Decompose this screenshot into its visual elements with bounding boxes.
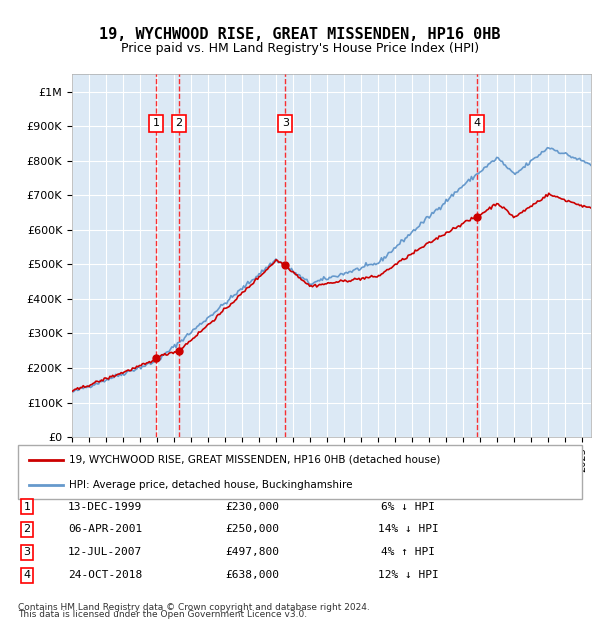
Text: 13-DEC-1999: 13-DEC-1999 xyxy=(68,502,142,512)
Text: 6% ↓ HPI: 6% ↓ HPI xyxy=(381,502,435,512)
Text: 14% ↓ HPI: 14% ↓ HPI xyxy=(377,525,439,534)
FancyBboxPatch shape xyxy=(18,445,582,499)
Text: HPI: Average price, detached house, Buckinghamshire: HPI: Average price, detached house, Buck… xyxy=(69,480,352,490)
Text: 4: 4 xyxy=(23,570,31,580)
Text: 1: 1 xyxy=(153,118,160,128)
Text: 2: 2 xyxy=(175,118,182,128)
Text: 3: 3 xyxy=(282,118,289,128)
Text: 06-APR-2001: 06-APR-2001 xyxy=(68,525,142,534)
Text: 4% ↑ HPI: 4% ↑ HPI xyxy=(381,547,435,557)
Text: This data is licensed under the Open Government Licence v3.0.: This data is licensed under the Open Gov… xyxy=(18,609,307,619)
Text: 12% ↓ HPI: 12% ↓ HPI xyxy=(377,570,439,580)
Text: 4: 4 xyxy=(473,118,481,128)
Text: 2: 2 xyxy=(23,525,31,534)
Text: 24-OCT-2018: 24-OCT-2018 xyxy=(68,570,142,580)
Text: £638,000: £638,000 xyxy=(225,570,279,580)
Text: £230,000: £230,000 xyxy=(225,502,279,512)
Text: 1: 1 xyxy=(23,502,31,512)
Text: Contains HM Land Registry data © Crown copyright and database right 2024.: Contains HM Land Registry data © Crown c… xyxy=(18,603,370,612)
Text: 3: 3 xyxy=(23,547,31,557)
Text: 19, WYCHWOOD RISE, GREAT MISSENDEN, HP16 0HB: 19, WYCHWOOD RISE, GREAT MISSENDEN, HP16… xyxy=(99,27,501,42)
Text: Price paid vs. HM Land Registry's House Price Index (HPI): Price paid vs. HM Land Registry's House … xyxy=(121,42,479,55)
Text: £497,800: £497,800 xyxy=(225,547,279,557)
Text: 19, WYCHWOOD RISE, GREAT MISSENDEN, HP16 0HB (detached house): 19, WYCHWOOD RISE, GREAT MISSENDEN, HP16… xyxy=(69,455,440,465)
Text: £250,000: £250,000 xyxy=(225,525,279,534)
Text: 12-JUL-2007: 12-JUL-2007 xyxy=(68,547,142,557)
